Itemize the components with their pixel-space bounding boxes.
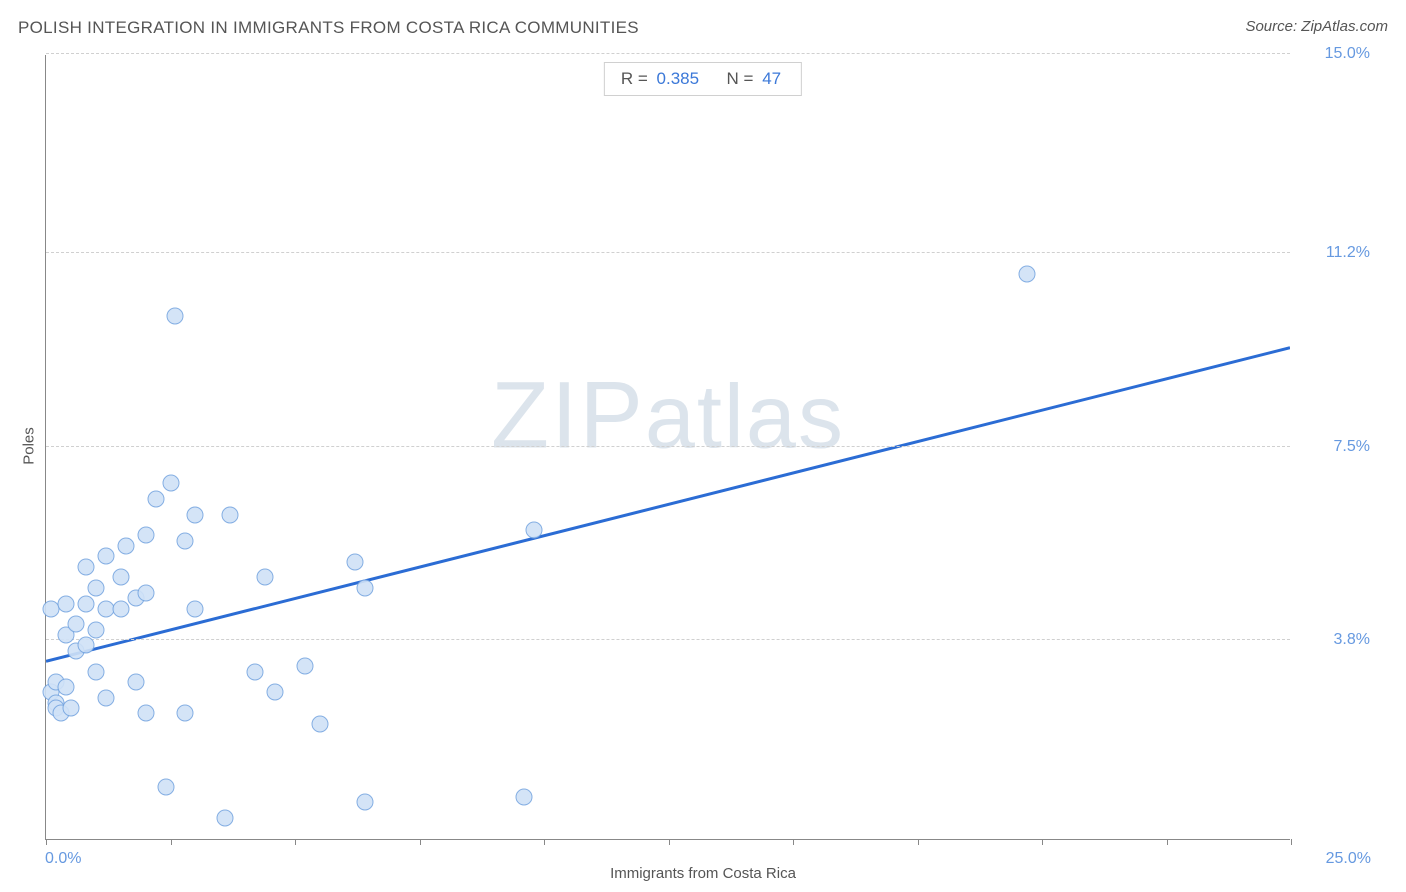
scatter-point: [167, 307, 184, 324]
r-value: 0.385: [657, 69, 700, 88]
scatter-point: [217, 810, 234, 827]
scatter-point: [87, 621, 104, 638]
scatter-point: [177, 705, 194, 722]
scatter-point: [97, 548, 114, 565]
x-tick: [46, 839, 47, 845]
source-attribution: Source: ZipAtlas.com: [1245, 18, 1388, 35]
x-tick: [420, 839, 421, 845]
r-label: R =: [621, 69, 648, 88]
gridline: [46, 252, 1290, 253]
scatter-point: [526, 522, 543, 539]
scatter-point: [356, 579, 373, 596]
scatter-point: [137, 527, 154, 544]
x-max-label: 25.0%: [1326, 850, 1371, 868]
scatter-point: [187, 506, 204, 523]
scatter-point: [97, 689, 114, 706]
n-label: N =: [727, 69, 754, 88]
x-tick: [544, 839, 545, 845]
scatter-point: [112, 569, 129, 586]
scatter-point: [62, 700, 79, 717]
x-tick: [1291, 839, 1292, 845]
y-axis-title: Poles: [20, 427, 37, 465]
x-tick: [1042, 839, 1043, 845]
scatter-point: [356, 794, 373, 811]
scatter-point: [222, 506, 239, 523]
scatter-point: [247, 663, 264, 680]
y-tick-label: 15.0%: [1300, 45, 1370, 63]
scatter-point: [87, 663, 104, 680]
scatter-point: [177, 532, 194, 549]
x-tick: [669, 839, 670, 845]
scatter-plot-area: ZIPatlas 3.8%7.5%11.2%15.0%: [45, 55, 1290, 840]
y-tick-label: 11.2%: [1300, 244, 1370, 262]
scatter-point: [147, 490, 164, 507]
chart-header: POLISH INTEGRATION IN IMMIGRANTS FROM CO…: [18, 18, 1388, 48]
watermark: ZIPatlas: [491, 361, 845, 470]
scatter-point: [1019, 265, 1036, 282]
scatter-point: [296, 658, 313, 675]
trend-line: [46, 348, 1290, 662]
scatter-point: [137, 705, 154, 722]
scatter-point: [162, 475, 179, 492]
x-tick: [918, 839, 919, 845]
scatter-point: [57, 679, 74, 696]
scatter-point: [77, 637, 94, 654]
scatter-point: [187, 600, 204, 617]
scatter-point: [127, 674, 144, 691]
y-tick-label: 7.5%: [1300, 438, 1370, 456]
scatter-point: [57, 595, 74, 612]
stats-box: R = 0.385 N = 47: [604, 62, 802, 96]
scatter-point: [117, 537, 134, 554]
x-tick: [1167, 839, 1168, 845]
chart-title: POLISH INTEGRATION IN IMMIGRANTS FROM CO…: [18, 18, 639, 38]
scatter-point: [516, 789, 533, 806]
x-axis-title: Immigrants from Costa Rica: [610, 865, 796, 882]
scatter-point: [257, 569, 274, 586]
x-tick: [295, 839, 296, 845]
scatter-point: [67, 616, 84, 633]
x-min-label: 0.0%: [45, 850, 81, 868]
scatter-point: [137, 585, 154, 602]
gridline: [46, 639, 1290, 640]
y-tick-label: 3.8%: [1300, 631, 1370, 649]
scatter-point: [77, 595, 94, 612]
x-tick: [171, 839, 172, 845]
n-value: 47: [762, 69, 781, 88]
scatter-point: [267, 684, 284, 701]
trend-line-svg: [46, 55, 1290, 839]
scatter-point: [157, 778, 174, 795]
scatter-point: [311, 715, 328, 732]
x-tick: [793, 839, 794, 845]
scatter-point: [346, 553, 363, 570]
scatter-point: [87, 579, 104, 596]
scatter-point: [77, 558, 94, 575]
gridline: [46, 446, 1290, 447]
scatter-point: [112, 600, 129, 617]
gridline: [46, 53, 1290, 54]
